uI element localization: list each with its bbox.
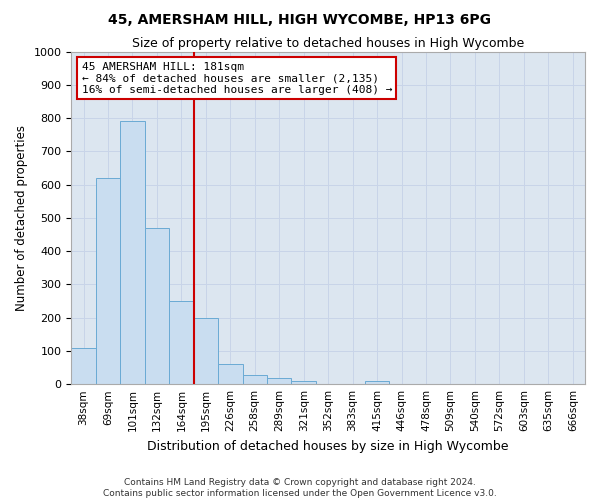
Bar (169, 301, 194, 384)
Bar (242, 375, 267, 384)
Text: 45 AMERSHAM HILL: 181sqm
← 84% of detached houses are smaller (2,135)
16% of sem: 45 AMERSHAM HILL: 181sqm ← 84% of detach… (82, 62, 392, 95)
Bar (267, 378, 292, 384)
X-axis label: Distribution of detached houses by size in High Wycombe: Distribution of detached houses by size … (148, 440, 509, 452)
Bar (365, 381, 389, 384)
Title: Size of property relative to detached houses in High Wycombe: Size of property relative to detached ho… (132, 38, 524, 51)
Y-axis label: Number of detached properties: Number of detached properties (15, 125, 28, 311)
Bar (218, 364, 242, 384)
Bar (145, 228, 169, 384)
Bar (96, 178, 120, 384)
Bar (120, 122, 145, 384)
Bar (194, 318, 218, 384)
Bar (71, 348, 96, 384)
Text: Contains HM Land Registry data © Crown copyright and database right 2024.
Contai: Contains HM Land Registry data © Crown c… (103, 478, 497, 498)
Text: 45, AMERSHAM HILL, HIGH WYCOMBE, HP13 6PG: 45, AMERSHAM HILL, HIGH WYCOMBE, HP13 6P… (109, 12, 491, 26)
Bar (292, 381, 316, 384)
